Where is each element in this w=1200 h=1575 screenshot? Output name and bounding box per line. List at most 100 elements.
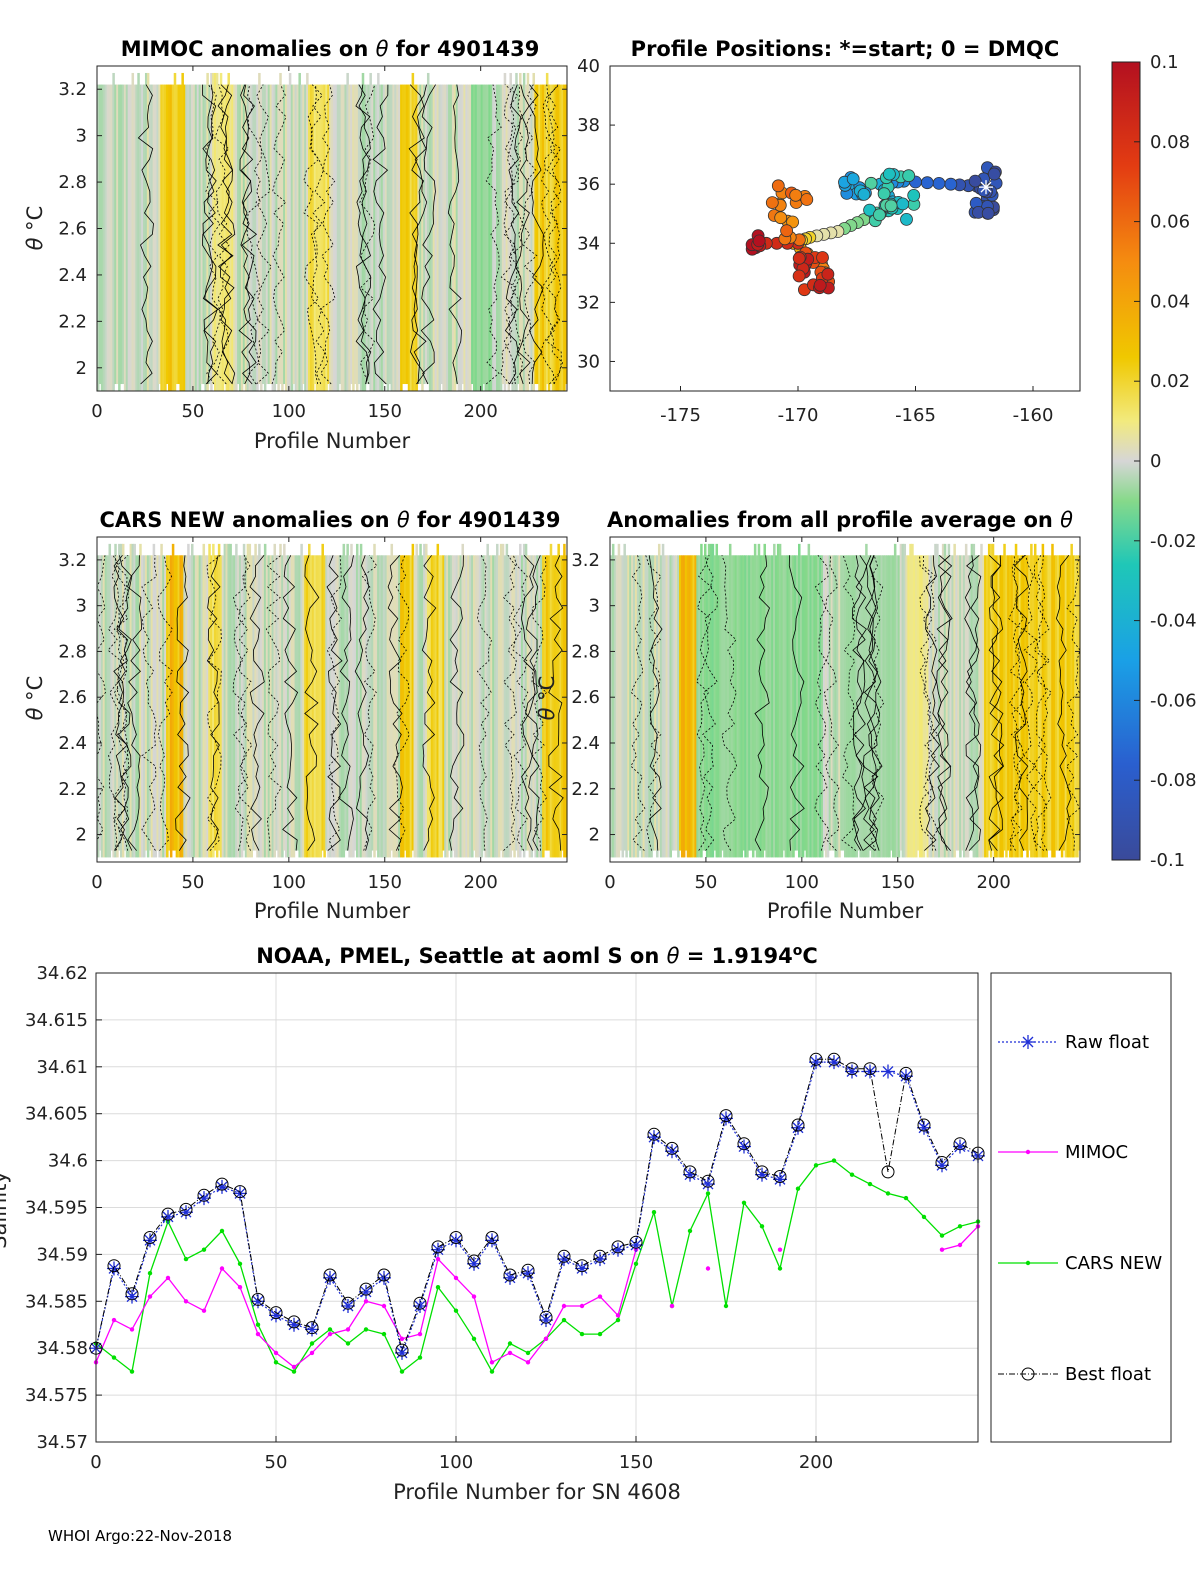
y-tick-label: 3 [589,596,600,617]
contour-line [449,555,465,851]
heatmap-cell [926,555,930,858]
y-tick-label: 34.6 [48,1151,88,1172]
heatmap-cell [842,555,845,851]
point-mimoc [183,1299,189,1304]
contour-line [214,84,230,385]
point-raw [341,1298,355,1313]
heatmap-cell [423,84,426,385]
profile-point [786,215,799,229]
point-best [503,1268,517,1282]
heatmap-cell [690,555,694,858]
x-tick-label: -170 [778,405,819,426]
contour-line [548,555,564,851]
heatmap-cell [426,555,430,858]
heatmap-cell [348,555,351,858]
heatmap-cell [175,555,179,858]
point-raw [809,1055,823,1070]
heatmap-cell [1014,543,1018,858]
heatmap-cell [258,72,261,385]
contour-line [525,555,541,851]
heatmap-cell [1001,555,1004,858]
heatmap-cell [164,84,167,391]
heatmap-cell [1020,555,1024,858]
heatmap-cell [1022,555,1025,851]
heatmap-cell [129,543,133,858]
profile-point [792,269,806,283]
heatmap-cell [423,543,426,858]
heatmap-cell [457,555,461,858]
heatmap-cell [120,543,123,858]
heatmap-cell [755,555,759,858]
heatmap-cell [765,555,768,858]
point-raw [413,1298,427,1313]
heatmap-cell [830,555,834,851]
legend-marker-mimoc [1025,1149,1031,1155]
y-tick-label: 34.57 [36,1432,88,1453]
heatmap-cell [185,84,188,391]
heatmap-cell [392,555,395,858]
contour-line [547,84,563,385]
heatmap-cell [1070,543,1073,858]
colorbar-tick-label: 0.06 [1150,212,1190,233]
heatmap-cell [945,555,949,858]
heatmap-cell [968,555,972,851]
heatmap-cell [947,543,951,858]
point-best [467,1254,481,1268]
heatmap-cell [903,543,907,858]
heatmap-cell [536,555,539,858]
point-best [773,1170,787,1183]
point-raw [701,1177,715,1192]
heatmap-cell [98,84,102,385]
point-best [845,1062,859,1076]
heatmap-cell [915,555,918,858]
heatmap-cell [457,84,461,391]
contour-line [205,84,221,385]
x-tick-label: 150 [368,872,402,893]
contour-line [408,84,425,385]
x-tick-label: -160 [1013,405,1054,426]
salinity-xlabel: Profile Number for SN 4608 [393,1480,681,1504]
heatmap-cell [1033,543,1037,858]
heatmap-cell [522,543,526,858]
heatmap-cell [490,555,493,858]
heatmap-cell [1026,555,1029,858]
heatmap-cell [492,555,495,858]
contour-line [206,555,221,851]
heatmap-cell [215,555,219,858]
heatmap-cell [192,555,196,858]
heatmap-cell [694,555,697,858]
heatmap-cell [838,555,841,858]
heatmap-cell [610,555,613,858]
heatmap-cell [836,555,839,858]
heatmap-cell [515,555,518,851]
heatmap-cell [473,84,476,391]
heatmap-cell [451,555,455,851]
y-tick-label: 2.4 [58,265,87,286]
heatmap-cell [244,84,248,391]
heatmap-cell [890,555,893,851]
heatmap-cell [158,84,161,385]
y-tick-label: 34.585 [25,1291,88,1312]
heatmap-cell [1030,543,1033,858]
colorbar-tick-label: -0.1 [1150,850,1185,871]
heatmap-cell [492,84,495,391]
y-tick-label: 34.605 [25,1104,88,1125]
heatmap-cell [133,543,136,858]
heatmap-cell [746,555,749,858]
point-best [395,1343,409,1357]
heatmap-cell [874,555,878,858]
heatmap-cell [913,555,916,858]
heatmap-cell [642,555,646,858]
heatmap-cell [290,84,294,391]
heatmap-cell [191,543,194,858]
profile-point [813,278,827,292]
heatmap-cell [97,555,100,858]
heatmap-cell [824,555,828,858]
heatmap-cell [868,555,872,851]
heatmap-cell [166,84,169,385]
heatmap-cell [978,555,981,858]
contour-line [249,555,265,851]
heatmap-cell [817,555,820,858]
series-line-raw [95,1061,979,1355]
heatmap-cell [417,555,420,858]
